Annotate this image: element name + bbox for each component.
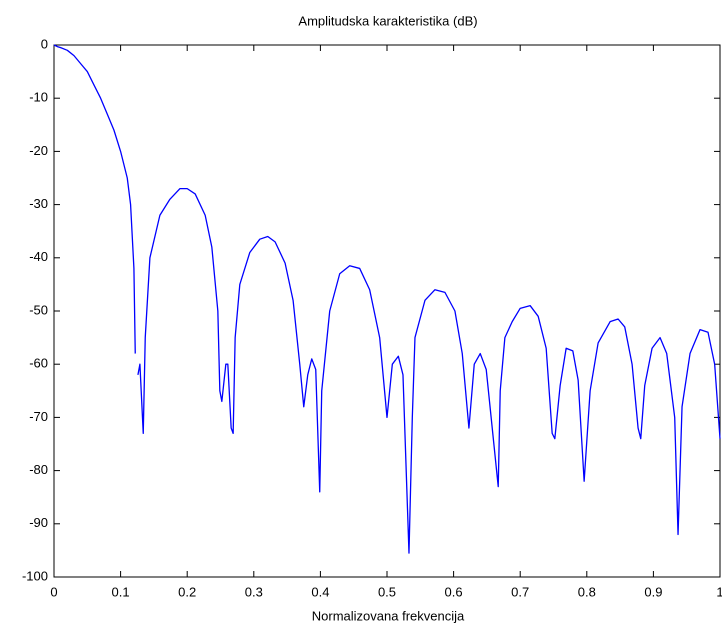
x-tick-label: 0.3 bbox=[245, 584, 263, 599]
y-tick-label: -70 bbox=[29, 409, 48, 424]
y-tick-label: -80 bbox=[29, 462, 48, 477]
y-tick-label: -10 bbox=[29, 90, 48, 105]
x-axis-label: Normalizovana frekvencija bbox=[312, 608, 465, 623]
x-tick-label: 0.5 bbox=[378, 584, 396, 599]
x-tick-label: 0.8 bbox=[578, 584, 596, 599]
x-tick-label: 0.6 bbox=[445, 584, 463, 599]
x-tick-label: 0.9 bbox=[644, 584, 662, 599]
y-tick-label: 0 bbox=[41, 36, 48, 51]
plot-frame bbox=[53, 44, 721, 578]
y-tick-label: -60 bbox=[29, 356, 48, 371]
y-tick-label: -90 bbox=[29, 515, 48, 530]
x-tick-label: 0.7 bbox=[511, 584, 529, 599]
chart-title: Amplitudska karakteristika (dB) bbox=[298, 13, 477, 28]
line-series bbox=[53, 44, 721, 554]
x-tick-label: 0.2 bbox=[178, 584, 196, 599]
y-tick-label: -20 bbox=[29, 143, 48, 158]
x-tick-label: 0.4 bbox=[311, 584, 329, 599]
y-tick-label: -100 bbox=[22, 568, 48, 583]
y-tick-label: -50 bbox=[29, 302, 48, 317]
y-tick-label: -30 bbox=[29, 196, 48, 211]
x-tick-label: 1 bbox=[716, 584, 722, 599]
x-tick-label: 0.1 bbox=[112, 584, 130, 599]
x-tick-label: 0 bbox=[50, 584, 57, 599]
y-tick-label: -40 bbox=[29, 249, 48, 264]
